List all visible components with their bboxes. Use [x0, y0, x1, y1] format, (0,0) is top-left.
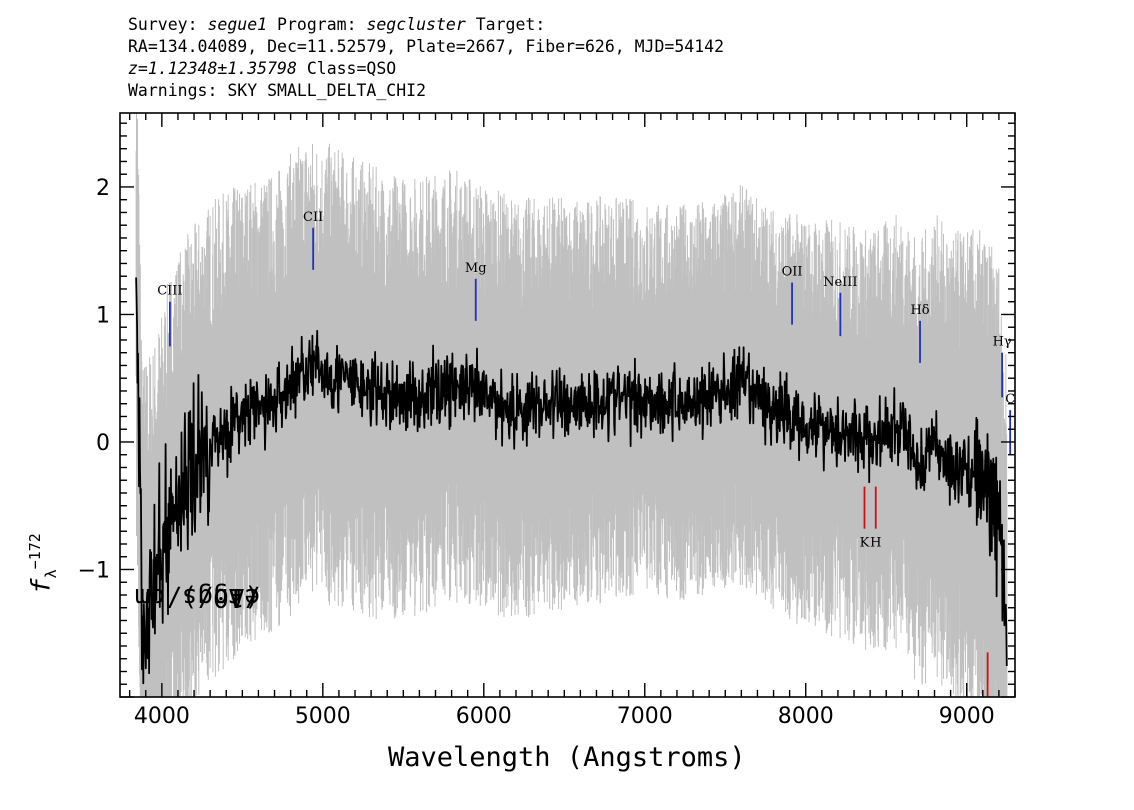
- y-tick-label: 1: [96, 303, 110, 328]
- line-label-mg: Mg: [465, 261, 487, 276]
- y-label-exp: −17: [26, 542, 44, 570]
- coords-line: RA=134.04089, Dec=11.52579, Plate=2667, …: [128, 37, 725, 56]
- x-tick-label: 6000: [456, 704, 512, 729]
- x-tick-label: 5000: [295, 704, 351, 729]
- survey-prefix: Survey:: [128, 15, 208, 34]
- y-label-f: f: [26, 578, 57, 594]
- line-label-c: C: [1005, 392, 1015, 407]
- warnings-line: Warnings: SKY SMALL_DELTA_CHI2: [128, 81, 427, 100]
- x-tick-label: 8000: [778, 704, 834, 729]
- y-label-end: /Ang): [181, 582, 260, 612]
- y-tick-label: −1: [78, 558, 110, 583]
- flux-series: [135, 277, 1008, 685]
- line-label-ciii: CIII: [157, 284, 182, 299]
- axis-ticks: 4000 5000 6000 7000 8000 9000 −1 0 1 2: [78, 113, 1016, 729]
- plot-frame: [119, 112, 1016, 698]
- line-label-k: K: [860, 536, 870, 551]
- x-tick-label: 7000: [617, 704, 673, 729]
- y-tick-label: 0: [96, 431, 110, 456]
- x-tick-label: 9000: [939, 704, 995, 729]
- redshift-line: z=1.12348±1.35798 Class=QSO: [128, 58, 724, 80]
- line-label-cii: CII: [303, 210, 323, 225]
- survey-name: segue1: [207, 15, 268, 34]
- survey-line: Survey: segue1 Program: segcluster Targe…: [128, 14, 724, 36]
- spectral-line-markers: CIII CII Mg OII NeIII Hδ Hγ C K H: [157, 210, 1015, 697]
- x-tick-label: 4000: [134, 704, 190, 729]
- x-axis-label: Wavelength (Angstroms): [388, 742, 746, 773]
- target-suffix: Target:: [465, 15, 546, 34]
- y-label-sub: λ: [41, 569, 60, 579]
- flux-line: [135, 277, 1008, 685]
- line-label-hγ: Hγ: [993, 335, 1012, 350]
- program-name: segcluster: [366, 15, 466, 34]
- y-label-exp2: 2: [26, 533, 44, 543]
- class-value: Class=QSO: [296, 59, 397, 78]
- line-label-neiii: NeIII: [823, 275, 857, 290]
- redshift-value: z=1.12348±1.35798: [128, 59, 297, 78]
- line-label-h: H: [870, 536, 881, 551]
- line-label-oii: OII: [782, 265, 803, 280]
- y-tick-label: 2: [96, 176, 110, 201]
- spectrum-header: Survey: segue1 Program: segcluster Targe…: [128, 14, 724, 102]
- y-axis-label-text: fλ (10 −17 erg/s/cm 2/Ang): [26, 533, 260, 612]
- program-prefix: Program:: [267, 15, 367, 34]
- line-label-hδ: Hδ: [910, 303, 929, 318]
